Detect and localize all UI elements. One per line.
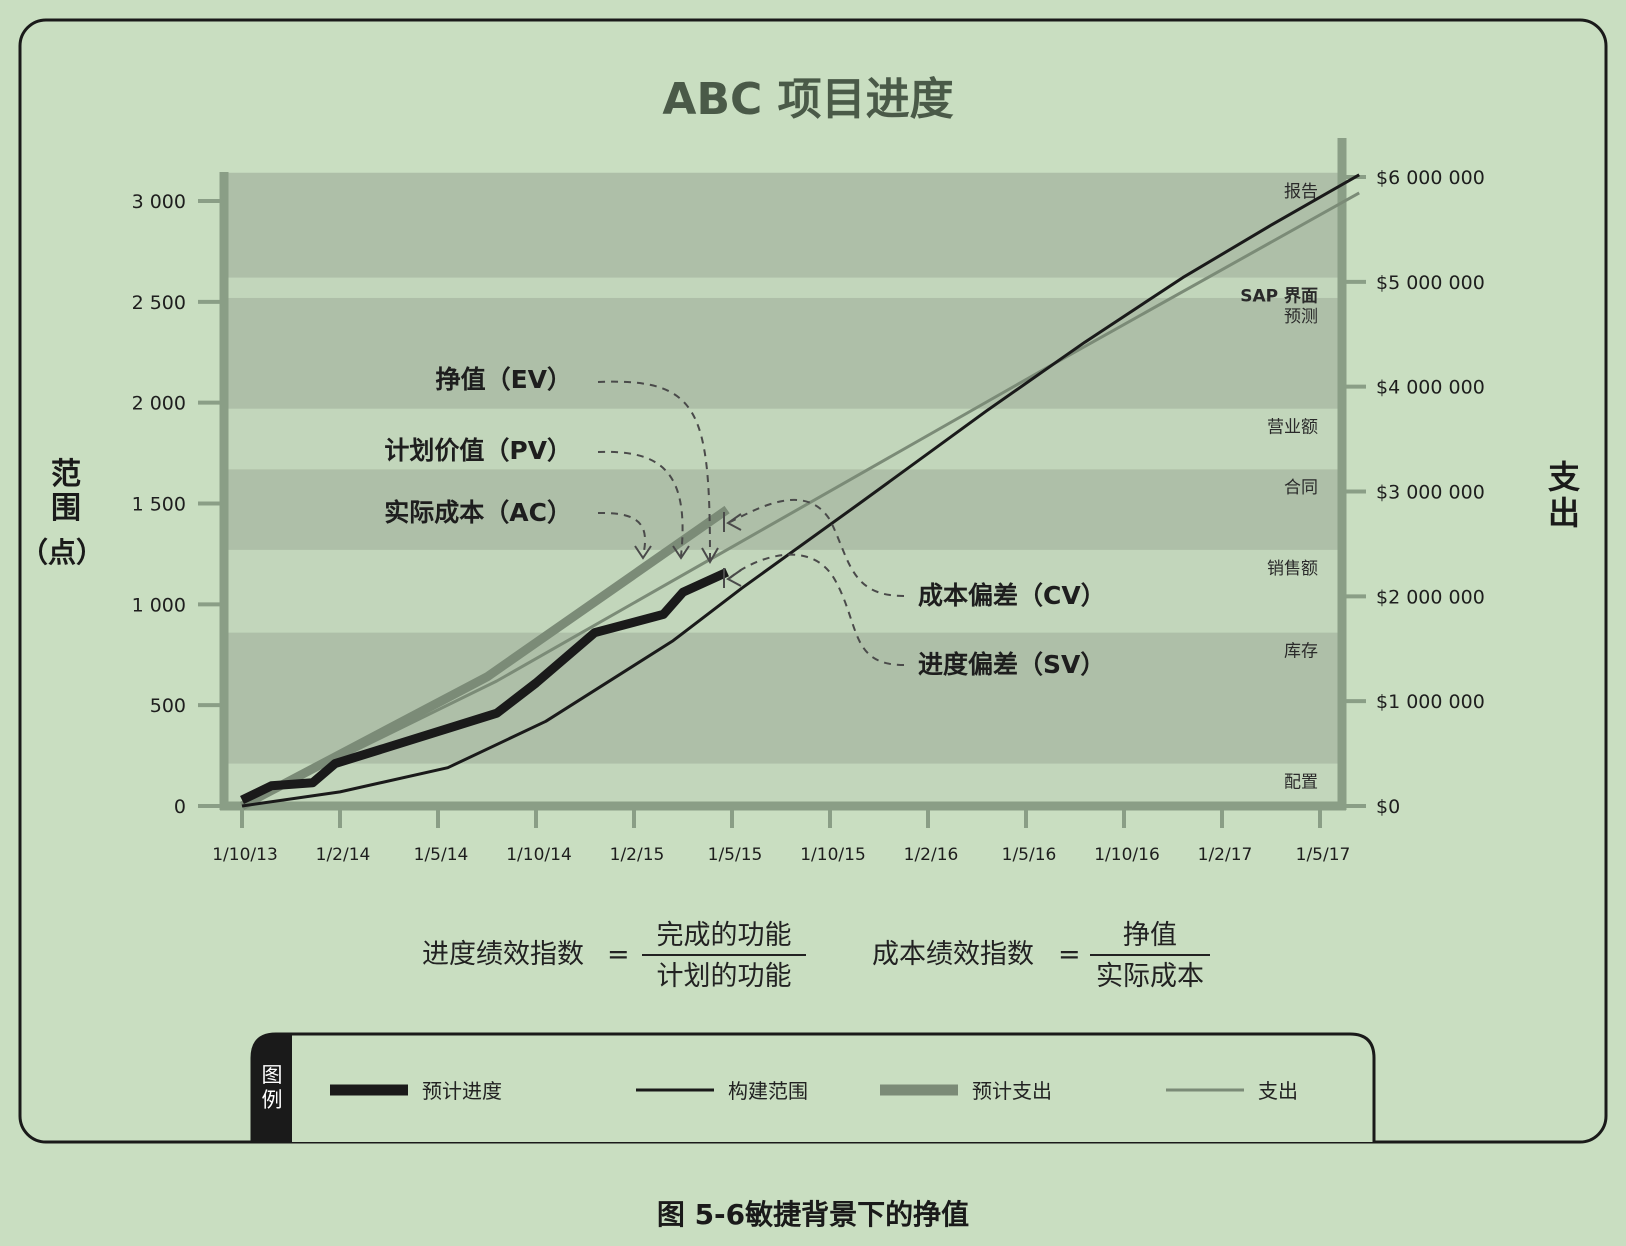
band-6 xyxy=(224,297,1342,409)
right-axis-label: 支 出 xyxy=(1548,458,1580,532)
band-label-4: 合同 xyxy=(1284,478,1318,498)
right-tick-label-0: $0 xyxy=(1376,796,1400,818)
axes: 0 500 1 000 1 500 2 000 2 500 3 000 $0 $1 000 00… xyxy=(132,138,1485,865)
left-tick-label-6: 3 000 xyxy=(132,191,186,213)
band-label-6: 预测 xyxy=(1284,307,1318,327)
left-tick-label-5: 2 500 xyxy=(132,292,186,314)
cpi-equals: = xyxy=(1058,939,1081,970)
figure-caption: 图 5-6敏捷背景下的挣值 xyxy=(657,1198,969,1231)
annotation-ac: 实际成本（AC） xyxy=(384,498,572,527)
x-tick-label-0: 1/10/13 xyxy=(212,845,278,865)
x-tick-label-1: 1/2/14 xyxy=(316,845,371,865)
x-tick-label-5: 1/5/15 xyxy=(708,845,763,865)
cv-arrowhead xyxy=(726,513,742,531)
band-label-1: 配置 xyxy=(1284,773,1318,793)
spi-equals: = xyxy=(607,939,630,970)
chart-title: ABC 项目进度 xyxy=(662,74,953,125)
legend-tab-char-1: 图 xyxy=(262,1063,283,1087)
series-lines xyxy=(239,173,1360,810)
legend: 图 例 预计进度 构建范围 预计支出 支出 xyxy=(250,1032,1376,1142)
band-1 xyxy=(224,763,1342,806)
ev-arrowhead xyxy=(701,547,719,565)
band-label-5: 营业额 xyxy=(1267,418,1318,438)
legend-box xyxy=(250,1032,1376,1142)
right-axis-label-char-2: 出 xyxy=(1548,494,1580,532)
left-tick-label-2: 1 000 xyxy=(132,594,186,616)
x-tick-label-10: 1/2/17 xyxy=(1198,845,1253,865)
x-tick-label-7: 1/2/16 xyxy=(904,845,959,865)
annotation-pv: 计划价值（PV） xyxy=(384,436,572,465)
x-tick-label-9: 1/10/16 xyxy=(1094,845,1160,865)
right-tick-label-3: $3 000 000 xyxy=(1376,482,1485,504)
left-tick-label-3: 1 500 xyxy=(132,494,186,516)
cpi-denominator: 实际成本 xyxy=(1096,961,1204,992)
left-tick-label-0: 0 xyxy=(174,796,186,818)
band-label-7: SAP 界面 xyxy=(1240,287,1318,307)
cpi-formula: 成本绩效指数 = 挣值 实际成本 xyxy=(872,920,1210,992)
band-4 xyxy=(224,469,1342,550)
spi-name: 进度绩效指数 xyxy=(422,939,584,970)
x-tick-label-8: 1/5/16 xyxy=(1002,845,1057,865)
band-label-8: 报告 xyxy=(1284,182,1318,202)
annotation-sv: 进度偏差（SV） xyxy=(918,650,1105,679)
legend-label-2: 构建范围 xyxy=(728,1079,808,1103)
series-line-4 xyxy=(241,191,1360,808)
legend-label-1: 预计进度 xyxy=(422,1079,502,1103)
left-axis-label-char-1: 范 xyxy=(51,457,81,492)
left-axis-label-char-2: 围 xyxy=(51,491,81,526)
band-7 xyxy=(224,277,1342,298)
annotations xyxy=(597,380,905,666)
legend-tab xyxy=(252,1034,292,1142)
left-tick-label-4: 2 000 xyxy=(132,393,186,415)
pv-connector xyxy=(597,450,684,557)
cpi-name: 成本绩效指数 xyxy=(872,939,1034,970)
spi-formula: 进度绩效指数 = 完成的功能 计划的功能 xyxy=(422,920,806,992)
right-tick-label-1: $1 000 000 xyxy=(1376,691,1485,713)
x-tick-label-4: 1/2/15 xyxy=(610,845,665,865)
left-tick-label-1: 500 xyxy=(150,695,186,717)
annotation-cv: 成本偏差（CV） xyxy=(918,581,1106,610)
legend-label-4: 支出 xyxy=(1258,1079,1298,1103)
right-tick-label-6: $6 000 000 xyxy=(1376,167,1485,189)
legend-label-3: 预计支出 xyxy=(972,1079,1052,1103)
sv-connector xyxy=(729,553,905,666)
x-tick-label-2: 1/5/14 xyxy=(414,845,469,865)
left-axis-label-unit: （点） xyxy=(20,536,104,569)
band-label-3: 销售额 xyxy=(1267,559,1318,579)
band-3 xyxy=(224,549,1342,633)
x-tick-label-3: 1/10/14 xyxy=(506,845,572,865)
legend-tab-char-2: 例 xyxy=(262,1088,283,1112)
annotation-ev: 挣值（EV） xyxy=(436,365,572,394)
band-5 xyxy=(224,408,1342,470)
x-tick-label-6: 1/10/15 xyxy=(800,845,866,865)
spi-denominator: 计划的功能 xyxy=(657,961,792,992)
ac-arrowhead xyxy=(634,545,652,560)
series-line-2 xyxy=(241,173,1360,808)
series-line-3 xyxy=(239,505,730,810)
annotation-arrowheads xyxy=(634,513,742,587)
ac-connector xyxy=(597,511,647,557)
cv-connector xyxy=(729,499,905,597)
legend-items: 预计进度 构建范围 预计支出 支出 xyxy=(330,1079,1298,1103)
right-tick-label-4: $4 000 000 xyxy=(1376,377,1485,399)
band-8 xyxy=(224,172,1342,278)
pv-arrowhead xyxy=(672,545,690,560)
right-tick-label-5: $5 000 000 xyxy=(1376,272,1485,294)
ev-connector xyxy=(597,380,711,561)
cpi-numerator: 挣值 xyxy=(1123,920,1177,951)
right-axis-label-char-1: 支 xyxy=(1548,458,1580,496)
x-tick-label-11: 1/5/17 xyxy=(1296,845,1351,865)
spi-numerator: 完成的功能 xyxy=(657,920,792,951)
band-label-2: 库存 xyxy=(1284,642,1318,662)
right-tick-label-2: $2 000 000 xyxy=(1376,586,1485,608)
series-line-1 xyxy=(240,568,729,805)
left-axis-label: 范 围 （点） xyxy=(20,457,104,569)
sv-arrowhead xyxy=(726,569,742,587)
